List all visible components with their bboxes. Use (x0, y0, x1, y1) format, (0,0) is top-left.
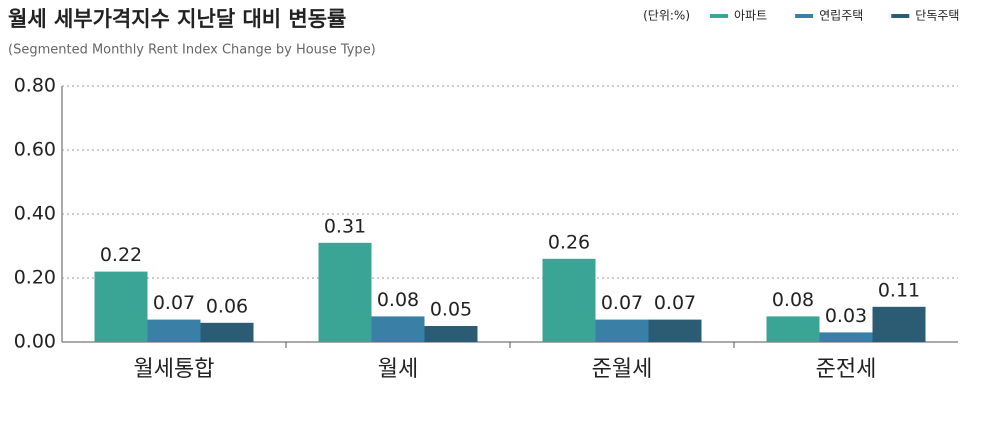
x-tick-label: 준전세 (816, 357, 877, 382)
bar (94, 271, 148, 342)
bar (200, 322, 254, 342)
data-label: 0.08 (772, 289, 814, 311)
y-tick-label: 0.00 (14, 331, 56, 353)
legend-label: 연립주택 (819, 9, 863, 23)
bar (424, 326, 478, 342)
data-label: 0.31 (324, 215, 366, 237)
data-label: 0.07 (601, 292, 643, 314)
bar (819, 332, 873, 342)
data-label: 0.06 (206, 295, 248, 317)
bar (371, 316, 425, 342)
legend-label: 아파트 (734, 9, 767, 23)
y-tick-label: 0.20 (14, 267, 56, 289)
data-label: 0.03 (825, 305, 867, 327)
y-tick-label: 0.60 (14, 139, 56, 161)
bar (872, 306, 926, 342)
chart-title: 월세 세부가격지수 지난달 대비 변동률 (8, 7, 346, 31)
data-label: 0.05 (430, 299, 472, 321)
data-label: 0.07 (654, 292, 696, 314)
data-label: 0.26 (548, 231, 590, 253)
x-tick-label: 월세통합 (134, 357, 215, 382)
data-label: 0.11 (878, 279, 920, 301)
chart-subtitle: (Segmented Monthly Rent Index Change by … (8, 43, 376, 58)
bar (318, 242, 372, 342)
bar (766, 316, 820, 342)
x-tick-label: 준월세 (592, 357, 653, 382)
data-label: 0.08 (377, 289, 419, 311)
y-tick-label: 0.40 (14, 203, 56, 225)
y-tick-label: 0.80 (14, 75, 56, 97)
bar (648, 319, 702, 342)
bar (595, 319, 649, 342)
legend-label: 단독주택 (915, 9, 959, 23)
x-tick-label: 월세 (378, 357, 418, 382)
unit-label: (단위:%) (643, 9, 690, 23)
bar (542, 258, 596, 342)
bar (147, 319, 201, 342)
data-label: 0.22 (100, 244, 142, 266)
data-label: 0.07 (153, 292, 195, 314)
